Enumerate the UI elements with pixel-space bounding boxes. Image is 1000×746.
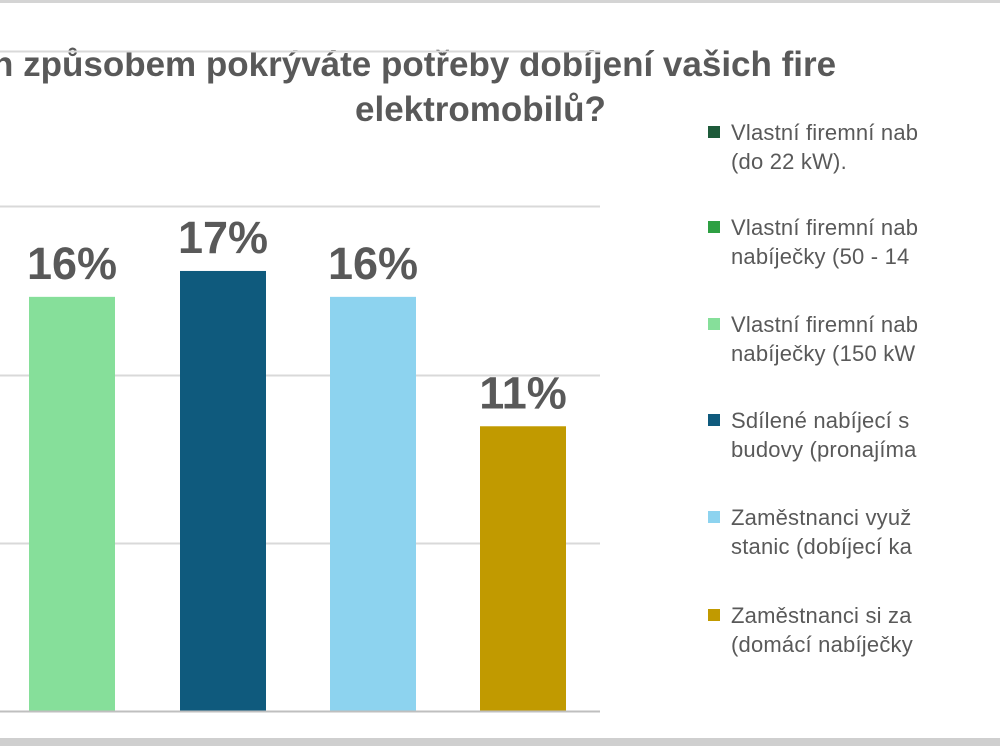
legend-swatch-3 [708, 318, 720, 330]
bar-value-label-3: 16% [27, 238, 117, 289]
bar-6 [480, 426, 566, 711]
legend-label-6: Zaměstnanci si za (domácí nabíječky [731, 603, 913, 657]
frame-top-border [0, 0, 1000, 3]
legend-label-1: Vlastní firemní nab (do 22 kW). [731, 120, 919, 174]
bar-value-label-6: 11% [479, 367, 567, 418]
bar-value-label-4: 17% [178, 212, 268, 263]
chart-title-line-2: elektromobilů? [355, 90, 606, 129]
legend-swatch-2 [708, 221, 720, 233]
bar-3 [29, 296, 115, 711]
legend-label-3: Vlastní firemní nab nabíječky (150 kW [731, 312, 919, 366]
frame-bottom-border [0, 738, 1000, 746]
legend-label-5: Zaměstnanci využ stanic (dobíjecí ka [731, 505, 913, 559]
legend-label-2: Vlastní firemní nab nabíječky (50 - 14 [731, 215, 919, 269]
legend-label-4: Sdílené nabíjecí s budovy (pronajíma [731, 408, 917, 462]
legend-swatch-1 [708, 126, 720, 138]
legend-swatch-5 [708, 511, 720, 523]
bar-5 [330, 296, 416, 711]
legend-swatch-6 [708, 609, 720, 621]
bar-value-label-5: 16% [328, 238, 418, 289]
bar-4 [180, 270, 266, 711]
legend-swatch-4 [708, 414, 720, 426]
